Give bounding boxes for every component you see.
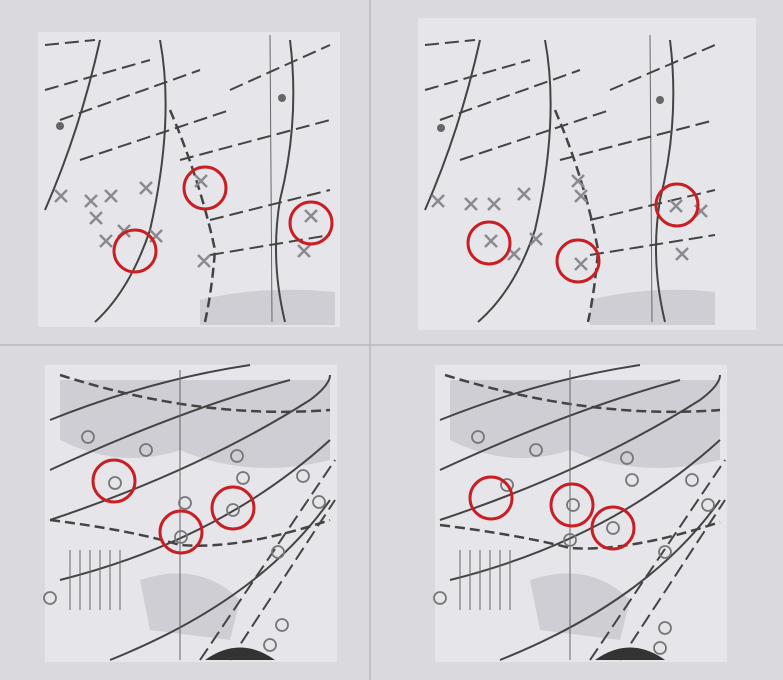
map-paper [38,32,340,327]
map-sheet [0,0,783,680]
point-feature [278,94,286,102]
map-paper [418,18,756,330]
point-feature [56,122,64,130]
map-panel [418,18,756,330]
map-panel [38,32,340,327]
map-panel [434,365,727,662]
point-feature [437,124,445,132]
page: (() => { const data = JSON.parse(documen… [0,0,783,680]
map-panel [44,365,337,662]
point-feature [656,96,664,104]
